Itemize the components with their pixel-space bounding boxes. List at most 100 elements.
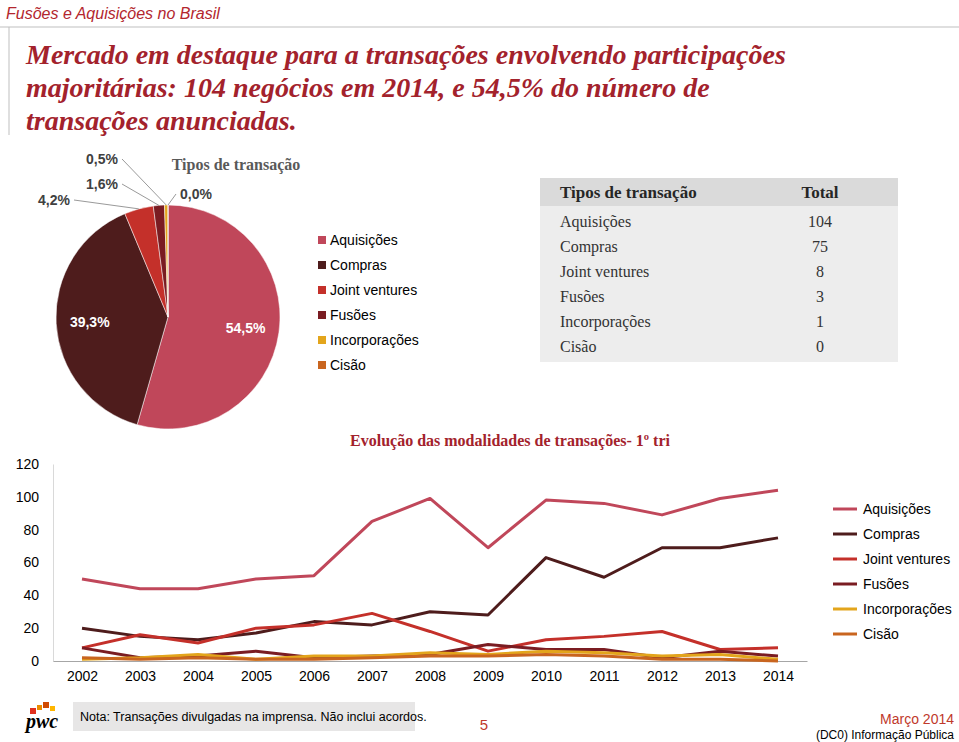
x-tick-label: 2012 <box>647 668 678 684</box>
page-number: 5 <box>480 716 488 733</box>
x-tick: 2011 <box>589 661 619 684</box>
classification: (DC0) Informação Pública <box>816 728 954 742</box>
pie-leader-line <box>74 200 139 209</box>
pie-data-label: 1,6% <box>86 176 118 192</box>
y-tick-label: 80 <box>23 522 39 538</box>
logo-text: pwc <box>24 710 58 733</box>
y-tick: 60 <box>23 554 53 570</box>
x-tick-label: 2009 <box>473 668 504 684</box>
logo-block <box>43 702 49 708</box>
legend-item: Aquisições <box>318 232 398 248</box>
y-tick: 80 <box>23 522 53 538</box>
legend-label: Compras <box>863 526 920 542</box>
x-tick-label: 2008 <box>415 668 446 684</box>
legend-swatch <box>833 633 857 636</box>
slide: Fusões e Aquisições no BrasilMercado em … <box>0 0 959 742</box>
legend-item: Incorporações <box>833 601 952 617</box>
y-tick: 40 <box>23 587 53 603</box>
pie-title: Tipos de transação <box>172 156 301 174</box>
legend-label: Aquisições <box>863 501 931 517</box>
table-cell: Fusões <box>560 288 604 305</box>
legend-item: Incorporações <box>318 332 419 348</box>
series-line <box>82 613 778 651</box>
x-tick-label: 2004 <box>183 668 214 684</box>
y-axis: 020406080100120 <box>16 456 54 669</box>
date: Março 2014 <box>880 711 954 727</box>
x-tick-label: 2010 <box>531 668 562 684</box>
pie-slice <box>164 205 168 317</box>
legend-label: Fusões <box>330 307 376 323</box>
legend-label: Joint ventures <box>863 551 950 567</box>
legend-label: Joint ventures <box>330 282 417 298</box>
legend-item: Fusões <box>833 576 909 592</box>
plot-area <box>82 490 778 661</box>
table-header <box>540 178 898 206</box>
x-tick-label: 2002 <box>67 668 98 684</box>
pie-data-label: 4,2% <box>38 192 70 208</box>
x-tick: 2006 <box>299 661 330 684</box>
x-tick: 2005 <box>241 661 272 684</box>
legend-swatch <box>833 533 857 536</box>
legend-item: Aquisições <box>833 501 931 517</box>
x-tick: 2012 <box>647 661 678 684</box>
series-line <box>82 490 778 589</box>
legend-label: Fusões <box>863 576 909 592</box>
table-cell: 75 <box>812 238 828 255</box>
legend-swatch <box>318 311 326 319</box>
y-tick-label: 20 <box>23 620 39 636</box>
legend-item: Cisão <box>833 626 899 642</box>
x-tick-label: 2014 <box>763 668 794 684</box>
x-tick: 2004 <box>183 661 214 684</box>
pie-leader-line <box>122 159 166 205</box>
legend-label: Cisão <box>863 626 899 642</box>
x-tick: 2002 <box>67 661 98 684</box>
pie-chart: 54,5%39,3%4,2%1,6%0,5%0,0% <box>38 151 280 429</box>
pie-data-label: 0,0% <box>180 186 212 202</box>
y-tick: 120 <box>16 456 53 472</box>
legend-item: Compras <box>833 526 920 542</box>
x-tick-label: 2007 <box>357 668 388 684</box>
y-tick-label: 120 <box>16 456 40 472</box>
x-axis: 2002 2003 2004 2005 2006 2007 2008 2009 2010 2011… <box>54 661 808 684</box>
x-tick-label: 2006 <box>299 668 330 684</box>
y-axis-line <box>53 465 54 662</box>
pie-slice <box>168 205 169 317</box>
x-tick: 2003 <box>125 661 156 684</box>
table-cell: 1 <box>816 313 824 330</box>
y-tick: 100 <box>16 489 53 505</box>
line-legend: Aquisições Compras Joint ventures Fusões Inc… <box>833 501 952 642</box>
table-cell: 3 <box>816 288 824 305</box>
table-header-cell: Total <box>801 183 838 202</box>
header: Fusões e Aquisições no Brasil <box>6 5 220 22</box>
pie-data-label: 39,3% <box>70 314 110 330</box>
table-cell: Cisão <box>560 338 596 355</box>
legend-swatch <box>833 583 857 586</box>
x-axis-line <box>54 661 808 662</box>
legend-label: Incorporações <box>330 332 419 348</box>
legend-swatch <box>833 508 857 511</box>
legend-swatch <box>318 236 326 244</box>
table-header-cell: Tipos de transação <box>560 183 697 202</box>
headline-line: transações anunciadas. <box>26 105 297 136</box>
pie-slice <box>153 205 168 317</box>
pie-leader-line <box>168 194 176 205</box>
y-tick-label: 100 <box>16 489 40 505</box>
legend-swatch <box>318 361 326 369</box>
legend-item: Compras <box>318 257 387 273</box>
logo: pwc <box>24 702 58 733</box>
legend-swatch <box>318 286 326 294</box>
x-tick: 2009 <box>473 661 504 684</box>
y-tick: 20 <box>23 620 53 636</box>
headline-line: majoritárias: 104 negócios em 2014, e 54… <box>26 72 710 103</box>
legend-swatch <box>318 261 326 269</box>
series-line <box>82 654 778 661</box>
table: Tipos de transaçãoTotalAquisições104Comp… <box>540 178 898 362</box>
x-tick: 2010 <box>531 661 562 684</box>
legend-item: Cisão <box>318 357 366 373</box>
header-side-rule <box>9 27 10 135</box>
pie-data-label: 54,5% <box>226 320 266 336</box>
x-tick: 2007 <box>357 661 388 684</box>
legend-swatch <box>833 558 857 561</box>
header-rule <box>0 27 959 28</box>
legend-swatch <box>318 336 326 344</box>
